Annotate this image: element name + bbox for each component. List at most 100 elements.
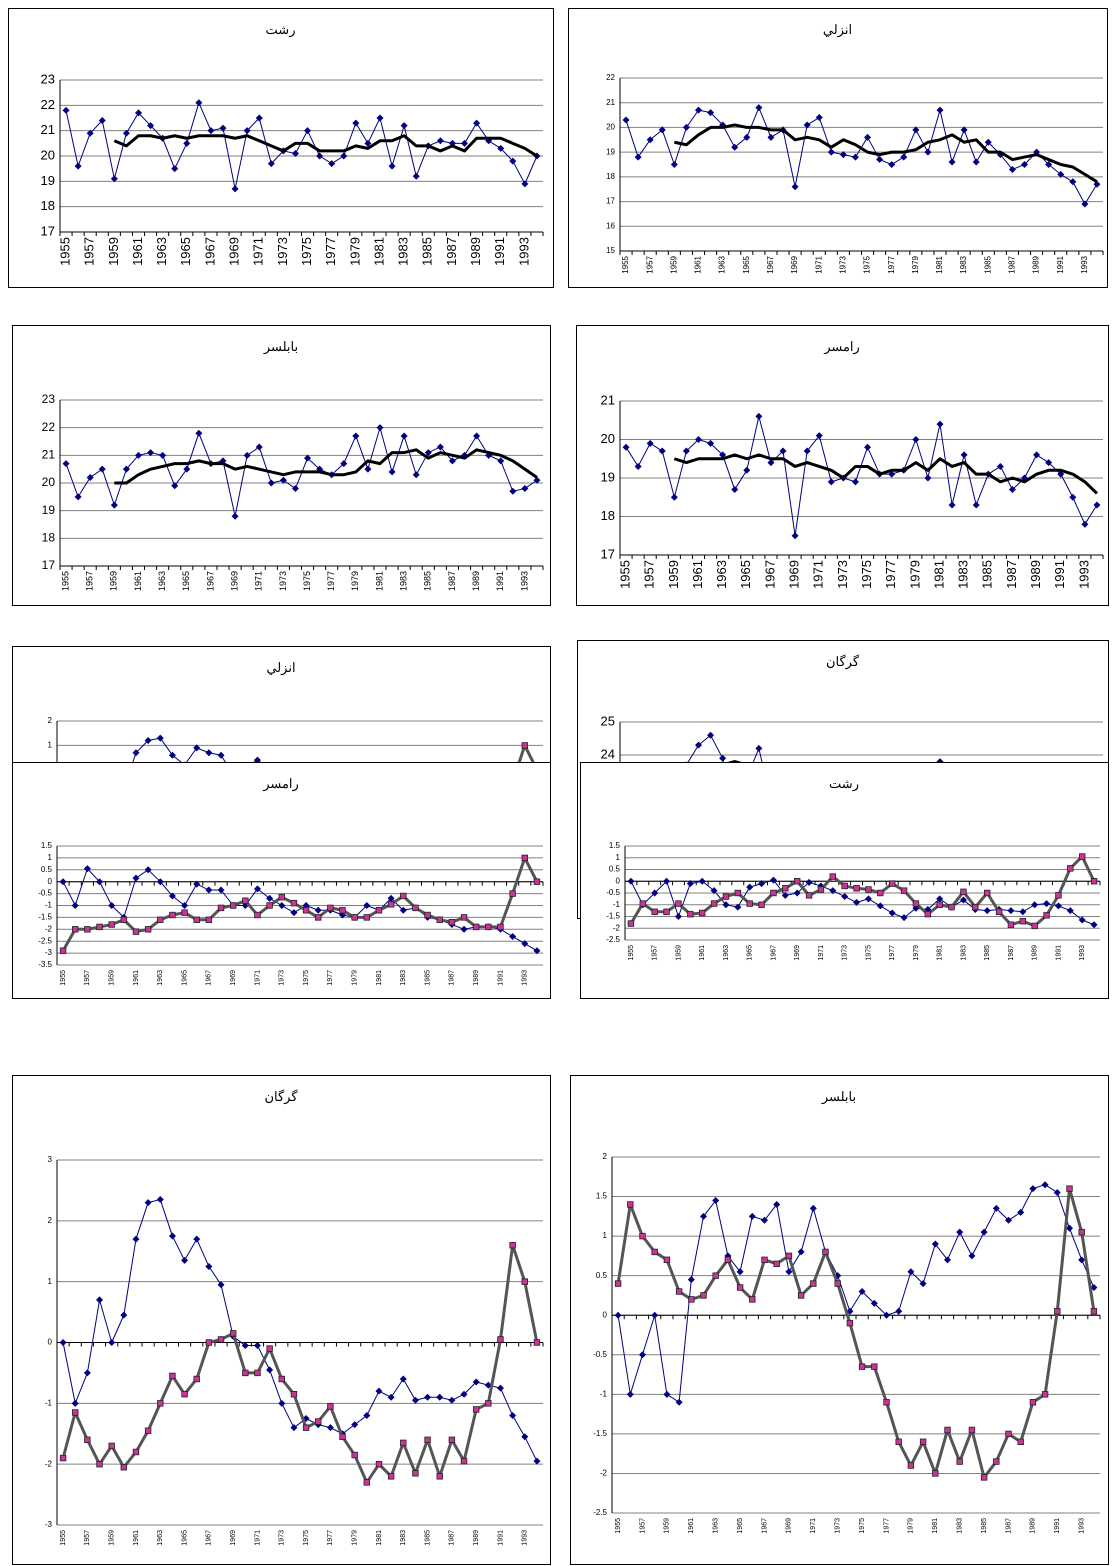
x-tick-label: 1969 — [790, 255, 799, 273]
point-marker — [278, 902, 286, 909]
x-tick-label: 1971 — [254, 1530, 261, 1546]
chart: گرگان -3 -2 -1 0 1 2 3 1955 1957 1959 1961 1963 1965 1… — [12, 1075, 551, 1565]
x-tick-label: 1987 — [449, 970, 456, 986]
point-marker — [817, 886, 825, 893]
chart-frame — [8, 8, 554, 288]
x-tick-label: 1977 — [883, 1518, 890, 1534]
x-tick-label: 1961 — [133, 970, 140, 986]
point-marker — [736, 1284, 744, 1291]
point-marker — [132, 1448, 140, 1456]
x-tick-label: 1955 — [60, 1530, 67, 1546]
y-tick-label: 22 — [41, 97, 55, 112]
point-marker — [980, 1228, 988, 1236]
point-marker — [460, 914, 468, 921]
x-tick-label: 1991 — [1054, 1518, 1061, 1534]
x-tick-label: 1961 — [688, 1518, 695, 1534]
series-line — [674, 123, 1098, 184]
point-marker — [351, 1421, 359, 1429]
point-marker — [827, 148, 835, 156]
point-marker — [948, 158, 956, 166]
series-line — [114, 448, 538, 485]
x-tick-label: 1983 — [396, 237, 411, 266]
point-marker — [858, 1287, 866, 1295]
point-marker — [1093, 180, 1101, 188]
point-marker — [266, 1366, 274, 1374]
point-marker — [266, 894, 274, 902]
point-marker — [388, 468, 396, 476]
point-marker — [120, 1311, 128, 1319]
point-marker — [883, 1311, 890, 1319]
point-marker — [919, 1280, 927, 1288]
point-marker — [724, 1256, 732, 1264]
x-tick-label: 1975 — [303, 970, 310, 986]
point-marker — [829, 887, 837, 895]
point-marker — [767, 459, 775, 467]
point-marker — [1007, 921, 1015, 928]
y-tick-label: 17 — [41, 223, 55, 238]
point-marker — [791, 183, 799, 191]
point-marker — [900, 153, 908, 161]
point-marker — [242, 1369, 249, 1377]
x-tick-label: 1965 — [742, 255, 751, 273]
point-marker — [364, 139, 372, 147]
point-marker — [995, 908, 1003, 915]
y-tick-label: 18 — [42, 531, 56, 545]
point-marker — [122, 465, 130, 473]
x-tick-label: 1967 — [206, 1530, 213, 1546]
y-tick-label: 18 — [606, 172, 615, 181]
x-tick-label: 1961 — [133, 571, 143, 591]
y-tick-label: -2 — [45, 1459, 53, 1468]
point-marker — [327, 904, 334, 912]
point-marker — [400, 892, 407, 900]
point-marker — [791, 532, 799, 540]
chart-title: گرگان — [826, 654, 860, 670]
point-marker — [84, 1436, 91, 1444]
x-tick-label: 1965 — [181, 1530, 188, 1546]
x-tick-label: 1969 — [227, 237, 242, 266]
y-tick-label: 0.5 — [596, 1271, 608, 1280]
x-tick-label: 1977 — [327, 970, 334, 986]
point-marker — [827, 478, 835, 486]
x-tick-label: 1989 — [1030, 1518, 1037, 1534]
x-tick-label: 1993 — [1079, 1518, 1086, 1534]
point-marker — [1078, 1256, 1086, 1264]
point-marker — [217, 886, 225, 894]
x-tick-label: 1969 — [786, 1518, 793, 1534]
point-marker — [352, 119, 360, 127]
x-tick-label: 1969 — [794, 945, 801, 961]
point-marker — [509, 932, 517, 940]
point-marker — [793, 878, 801, 885]
point-marker — [156, 734, 164, 742]
point-marker — [339, 1433, 346, 1440]
point-marker — [59, 1454, 67, 1462]
point-marker — [1078, 1228, 1085, 1236]
point-marker — [62, 460, 70, 468]
point-marker — [710, 887, 718, 895]
chart-title: رامسر — [823, 339, 860, 355]
point-marker — [424, 1393, 432, 1401]
point-marker — [851, 478, 859, 486]
y-tick-label: 1 — [48, 853, 53, 862]
point-marker — [156, 878, 164, 886]
point-marker — [815, 114, 823, 122]
point-marker — [698, 877, 706, 885]
point-marker — [1008, 165, 1016, 173]
x-tick-label: 1977 — [883, 560, 898, 589]
series-line — [673, 453, 1098, 495]
x-tick-label: 1989 — [468, 237, 483, 266]
point-marker — [108, 1339, 116, 1346]
point-marker — [497, 144, 505, 152]
x-tick-label: 1979 — [911, 255, 920, 273]
point-marker — [171, 482, 179, 490]
point-marker — [864, 895, 872, 903]
point-marker — [972, 501, 980, 509]
point-marker — [853, 885, 860, 892]
point-marker — [267, 160, 275, 168]
point-marker — [948, 501, 956, 509]
x-tick-label: 1975 — [302, 571, 312, 591]
point-marker — [972, 158, 980, 166]
x-tick-label: 1987 — [447, 571, 457, 591]
x-tick-label: 1979 — [913, 945, 920, 961]
point-marker — [86, 129, 94, 137]
y-tick-label: 0 — [48, 1338, 53, 1347]
